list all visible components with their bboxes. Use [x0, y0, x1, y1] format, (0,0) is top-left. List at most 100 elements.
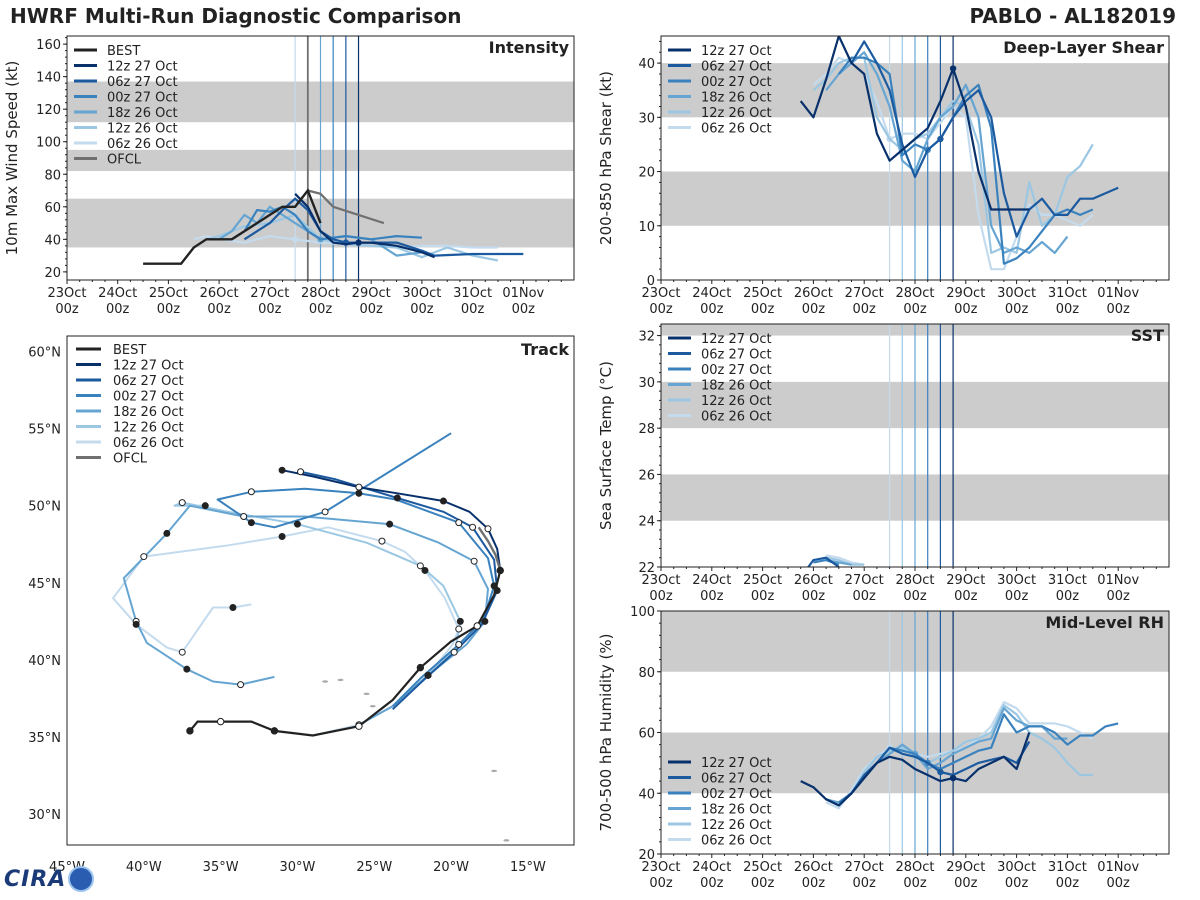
x-tick-label: 01Nov: [502, 286, 544, 301]
legend-label: 12z 27 Oct: [107, 60, 178, 75]
x-tick-label: 23Oct: [47, 286, 86, 301]
track-marker: [386, 520, 394, 528]
y-tick-label: 30: [638, 111, 655, 126]
plot-area: [661, 36, 1169, 280]
series-init-marker: [937, 768, 944, 776]
x-tick-label: 00z: [751, 589, 775, 604]
series-line: [825, 741, 1031, 807]
island-shape: [337, 678, 344, 682]
x-tick-label: 00z: [700, 876, 724, 891]
legend-label: 12z 26 Oct: [701, 394, 772, 409]
cira-logo: CIRA: [4, 866, 95, 892]
best-marker: [186, 727, 194, 735]
y-axis-label: 10m Max Wind Speed (kt): [3, 61, 21, 256]
x-tick-label: 26Oct: [794, 860, 833, 875]
best-track-line: [143, 188, 322, 265]
x-tick-label: 31Oct: [1048, 286, 1087, 301]
series-init-marker: [949, 774, 957, 782]
x-tick-label: 24Oct: [98, 286, 137, 301]
track-marker: [469, 523, 477, 531]
island-shape: [491, 769, 498, 773]
track-marker: [132, 620, 140, 628]
y-tick-label: 40: [44, 233, 61, 248]
legend-label: OFCL: [107, 153, 142, 168]
track-marker: [240, 512, 248, 520]
x-tick-label: 00z: [903, 589, 927, 604]
track-marker: [297, 468, 305, 476]
legend-label: BEST: [107, 44, 140, 59]
track-line: [122, 504, 489, 726]
x-tick-label: 00z: [1107, 302, 1131, 317]
island-shape: [369, 704, 376, 708]
y-tick-label: 45°N: [28, 577, 61, 592]
series-line: [231, 205, 422, 241]
legend-label: 12z 26 Oct: [701, 818, 772, 833]
x-tick-label: 27Oct: [845, 573, 884, 588]
x-tick-label: 00z: [954, 589, 978, 604]
figure-title: HWRF Multi-Run Diagnostic Comparison: [10, 4, 462, 28]
y-tick-label: 40: [638, 57, 655, 72]
y-tick-label: 80: [44, 168, 61, 183]
y-tick-label: 28: [638, 422, 655, 437]
series-init-marker: [355, 239, 362, 246]
globe-icon: [68, 866, 95, 892]
track-marker: [247, 519, 255, 527]
island-shape: [503, 839, 510, 842]
x-tick-label: 28Oct: [895, 860, 934, 875]
series-init-marker: [937, 135, 944, 143]
x-tick-label: 00z: [700, 302, 724, 317]
legend-label: 12z 26 Oct: [113, 421, 184, 436]
x-tick-label: 00z: [1056, 876, 1080, 891]
track-marker: [439, 497, 447, 505]
legend-label: OFCL: [113, 452, 148, 467]
x-tick-label: 01Nov: [1097, 860, 1139, 875]
track-marker: [484, 525, 492, 533]
legend-label: 06z 26 Oct: [113, 436, 184, 451]
x-tick-label: 00z: [1107, 589, 1131, 604]
x-tick-label: 20°W: [433, 860, 469, 875]
island-shape: [322, 680, 329, 683]
x-tick-label: 25Oct: [743, 286, 782, 301]
track-marker: [416, 562, 424, 570]
y-tick-label: 140: [36, 71, 61, 86]
sst-panel: 22242628303223Oct00z24Oct00z25Oct00z26Oc…: [597, 323, 1170, 604]
x-tick-label: 29Oct: [946, 860, 985, 875]
x-tick-label: 30Oct: [997, 286, 1036, 301]
track-marker: [455, 640, 463, 648]
legend-label: 06z 27 Oct: [113, 374, 184, 389]
x-tick-label: 26Oct: [200, 286, 239, 301]
x-tick-label: 00z: [903, 876, 927, 891]
series-line: [800, 732, 1031, 807]
x-tick-label: 30°W: [280, 860, 316, 875]
x-tick-label: 23Oct: [641, 573, 680, 588]
legend-label: 00z 27 Oct: [701, 75, 772, 90]
series-line: [825, 704, 1093, 807]
legend-label: 12z 27 Oct: [701, 756, 772, 771]
legend-label: 12z 26 Oct: [107, 122, 178, 137]
legend-label: 18z 26 Oct: [701, 803, 772, 818]
x-tick-label: 23Oct: [641, 860, 680, 875]
legend-label: 18z 26 Oct: [107, 106, 178, 121]
x-tick-label: 31Oct: [453, 286, 492, 301]
track-line: [281, 469, 502, 571]
plot-area: [661, 324, 1169, 567]
y-tick-label: 60: [44, 201, 61, 216]
x-tick-label: 30Oct: [402, 286, 441, 301]
x-tick-label: 01Nov: [1097, 573, 1139, 588]
track-marker: [481, 617, 489, 625]
track-marker: [378, 537, 386, 545]
x-tick-label: 00z: [954, 302, 978, 317]
y-tick-label: 30°N: [28, 808, 61, 823]
x-tick-label: 24Oct: [692, 573, 731, 588]
legend-label: 12z 27 Oct: [701, 332, 772, 347]
series-line: [825, 51, 1069, 254]
y-tick-label: 100: [630, 605, 655, 620]
intensity-panel: 2040608010012014016023Oct00z24Oct00z25Oc…: [3, 35, 575, 317]
x-tick-label: 00z: [751, 302, 775, 317]
y-tick-label: 60: [638, 727, 655, 742]
track-line: [300, 470, 499, 711]
track-marker: [229, 603, 237, 611]
panel-title: Track: [521, 340, 569, 359]
track-marker: [163, 529, 171, 537]
